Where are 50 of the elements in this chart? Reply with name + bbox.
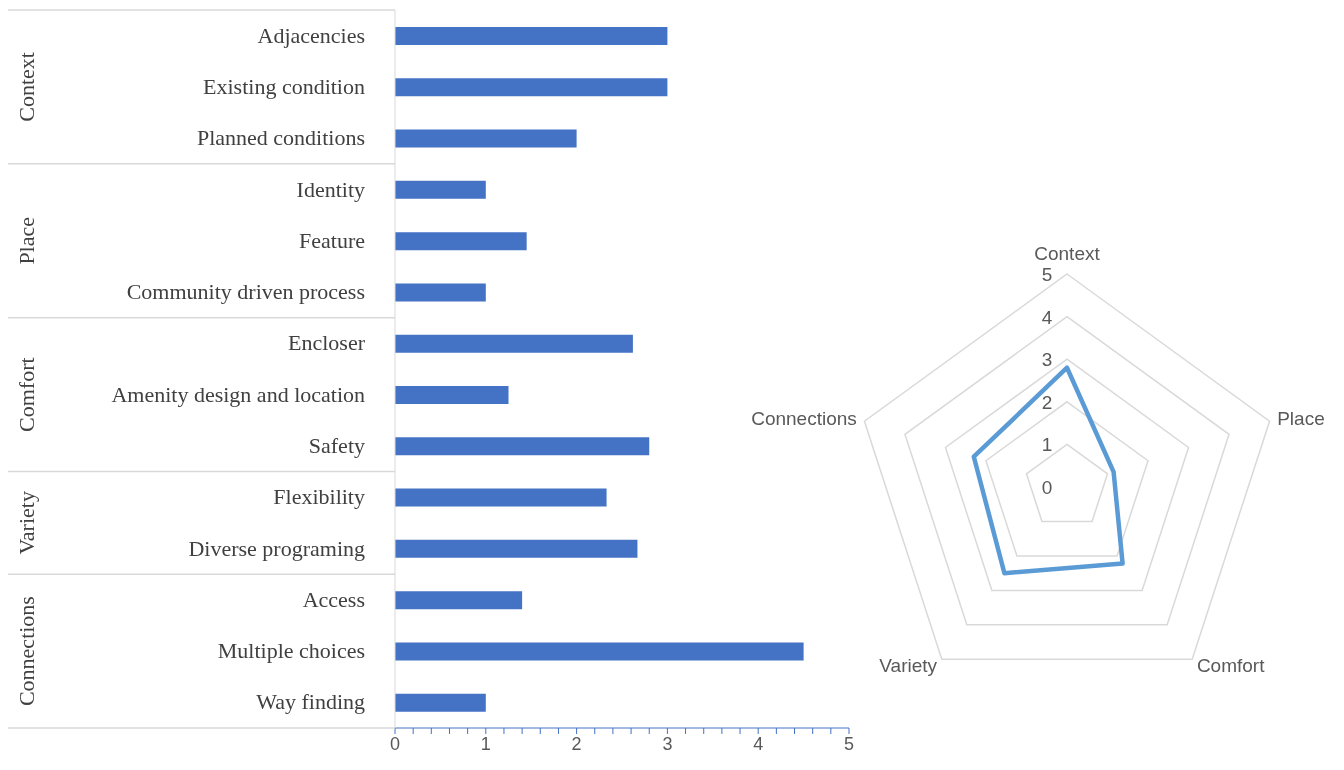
x-tick-label: 0 [389, 734, 401, 754]
y-tick-label: 1 [1041, 434, 1053, 456]
y-tick-label: Amenity design and location [111, 381, 365, 407]
y-tick-label: Existing condition [203, 73, 365, 99]
y-tick-label: Flexibility [273, 484, 365, 510]
text: Variety [14, 491, 39, 555]
bar [395, 539, 638, 558]
text: Context [14, 52, 39, 122]
bar [395, 129, 577, 148]
x-tick-label: 5 [843, 734, 855, 754]
x-tick-label: 4 [753, 734, 764, 754]
x-tick-label: 3 [662, 734, 673, 754]
spoke-label: Context [1034, 243, 1101, 264]
bar [395, 693, 486, 712]
y-tick-label: Planned conditions [196, 125, 365, 151]
y-tick-label: Adjacencies [257, 22, 365, 48]
y-tick-label: 4 [1041, 306, 1053, 328]
bar [395, 488, 607, 507]
x-tick-label: 2 [571, 734, 582, 754]
y-tick-label: Identity [296, 176, 365, 202]
bar [395, 334, 633, 353]
y-tick-label: Multiple choices [217, 638, 365, 664]
spoke-label: Connections [751, 407, 857, 429]
bar [395, 78, 668, 97]
y-tick-label: Way finding [256, 689, 365, 715]
y-tick-label: 2 [1041, 391, 1053, 413]
text: Comfort [14, 357, 39, 432]
y-tick-label: Encloser [288, 330, 366, 356]
y-tick-label: Safety [308, 432, 365, 458]
spoke-label: Comfort [1196, 654, 1266, 676]
text: Connections [14, 596, 39, 707]
y-tick-label: 0 [1041, 477, 1053, 498]
spoke-label: Place [1277, 407, 1325, 429]
bar [395, 591, 523, 610]
y-tick-label: Feature [299, 227, 365, 253]
bar [395, 232, 527, 251]
bar [395, 386, 509, 404]
y-tick-label: 5 [1041, 264, 1053, 285]
text: Place [14, 216, 39, 265]
y-tick-label: Access [302, 586, 365, 612]
bar [395, 642, 804, 661]
bar [395, 27, 668, 45]
bar [395, 180, 486, 199]
spoke-label: Variety [879, 654, 938, 676]
bar [395, 437, 650, 456]
y-tick-label: Diverse programing [188, 535, 365, 561]
bar [395, 283, 486, 302]
y-tick-label: Community driven process [126, 279, 365, 305]
x-tick-label: 1 [480, 734, 491, 754]
y-tick-label: 3 [1041, 349, 1053, 371]
